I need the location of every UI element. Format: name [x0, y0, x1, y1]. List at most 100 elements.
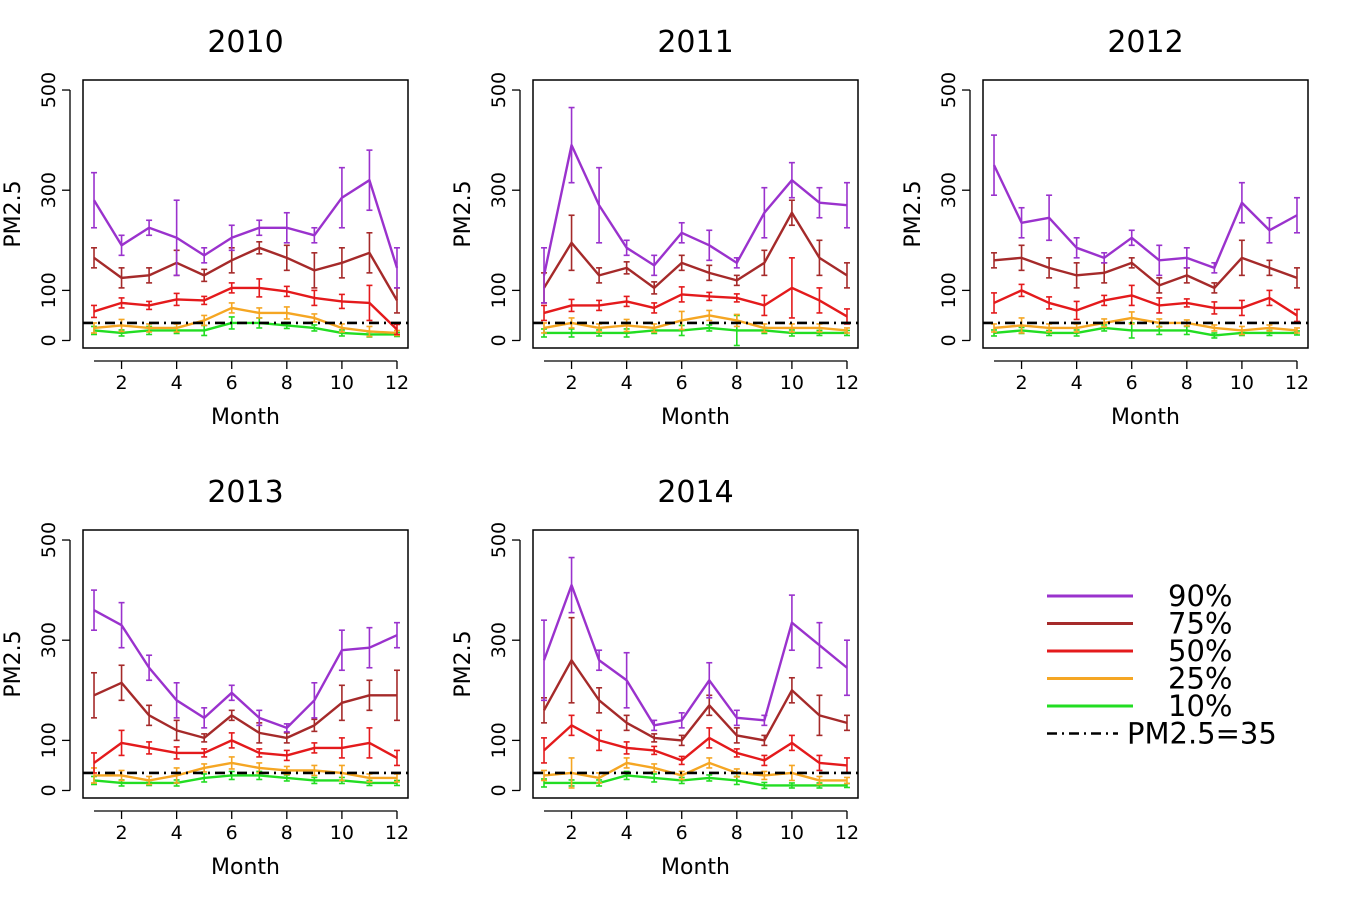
series-line [993, 256, 1298, 290]
legend-label: PM2.5=35 [1127, 717, 1277, 751]
legend-item: 10% [1047, 689, 1232, 723]
series-90% [541, 106, 850, 304]
series-line [93, 739, 398, 764]
x-tick-label: 10 [780, 372, 804, 394]
y-tick-label: 500 [488, 522, 510, 558]
series-line [993, 316, 1298, 332]
legend-label: 50% [1168, 634, 1232, 668]
series-90% [91, 149, 400, 289]
plot-frame [82, 79, 409, 349]
x-tick-label: 12 [1285, 372, 1309, 394]
y-tick-label: 300 [38, 622, 60, 658]
x-tick-label: 4 [171, 822, 183, 844]
y-axis-label: PM2.5 [451, 180, 476, 247]
series-75% [991, 239, 1300, 294]
x-tick-label: 10 [330, 372, 354, 394]
panel-title: 2014 [657, 475, 733, 510]
x-axis-label: Month [211, 855, 280, 880]
series-line [92, 178, 399, 269]
y-axis-label: PM2.5 [1, 630, 26, 697]
y-tick-label: 100 [38, 272, 60, 308]
panel-title: 2013 [207, 475, 283, 510]
legend-item: 90% [1047, 579, 1232, 613]
series-75% [541, 199, 850, 304]
series-line [543, 761, 847, 782]
x-tick-label: 6 [676, 822, 688, 844]
series-50% [91, 727, 400, 774]
x-tick-label: 2 [116, 372, 128, 394]
panel-title: 2011 [657, 25, 733, 60]
series-line [544, 774, 847, 787]
series-90% [541, 556, 850, 732]
series-line [993, 326, 1297, 337]
panel-2014: 2014 2 4 6 8 10 12 Month 0 100 300 500 PM2.5 [451, 475, 859, 880]
series-25% [91, 756, 400, 786]
y-tick-label: 300 [38, 172, 60, 208]
y-tick-label: 0 [38, 334, 60, 346]
x-tick-label: 8 [281, 822, 293, 844]
y-tick-label: 500 [38, 72, 60, 108]
x-tick-label: 8 [731, 372, 743, 394]
y-tick-label: 100 [938, 272, 960, 308]
series-line [93, 609, 398, 730]
y-tick-label: 300 [488, 622, 510, 658]
series-90% [991, 134, 1300, 277]
x-tick-label: 8 [731, 822, 743, 844]
legend-label: 75% [1168, 607, 1232, 641]
y-tick-label: 500 [938, 72, 960, 108]
x-tick-label: 6 [676, 372, 688, 394]
series-line [544, 326, 847, 335]
y-tick-label: 300 [488, 172, 510, 208]
series-line [93, 681, 397, 740]
series-line [543, 286, 848, 318]
legend-item: 25% [1047, 662, 1232, 696]
legend-item: 50% [1047, 634, 1232, 668]
x-tick-label: 4 [621, 822, 633, 844]
series-90% [91, 589, 400, 733]
panel-2011: 2011 2 4 6 8 10 12 Month 0 100 300 500 PM2.5 [451, 25, 859, 430]
y-axis-label: PM2.5 [901, 180, 926, 247]
y-tick-label: 0 [488, 334, 510, 346]
series-line [542, 583, 848, 727]
x-tick-label: 2 [1016, 372, 1028, 394]
x-tick-label: 6 [1126, 372, 1138, 394]
panel-title: 2010 [207, 25, 283, 60]
x-tick-label: 8 [1181, 372, 1193, 394]
x-tick-label: 12 [385, 822, 409, 844]
x-tick-label: 6 [226, 372, 238, 394]
series-line [992, 164, 1298, 270]
y-axis-label: PM2.5 [451, 630, 476, 697]
y-tick-label: 0 [38, 784, 60, 796]
series-line [93, 246, 399, 302]
y-tick-label: 0 [488, 784, 510, 796]
series-50% [991, 283, 1300, 323]
plot-frame [532, 79, 859, 349]
legend-label: 25% [1168, 662, 1232, 696]
y-axis-label: PM2.5 [1, 180, 26, 247]
x-tick-label: 2 [566, 822, 578, 844]
x-axis-label: Month [661, 405, 730, 430]
series-line [542, 143, 848, 276]
y-tick-label: 100 [488, 722, 510, 758]
x-axis-label: Month [1111, 405, 1180, 430]
x-tick-label: 6 [226, 822, 238, 844]
series-75% [91, 664, 400, 744]
series-50% [541, 257, 850, 325]
plot-frame [532, 529, 859, 799]
x-tick-label: 10 [1230, 372, 1254, 394]
y-tick-label: 100 [38, 722, 60, 758]
series-50% [91, 278, 400, 336]
series-line [542, 211, 848, 290]
legend-item: 75% [1047, 607, 1232, 641]
y-tick-label: 300 [938, 172, 960, 208]
panel-2013: 2013 2 4 6 8 10 12 Month 0 100 300 500 PM2.5 [1, 475, 409, 880]
series-line [993, 289, 1298, 317]
legend: 90%75%50%25%10%PM2.5=35 [1047, 579, 1277, 751]
series-line [94, 761, 397, 782]
series-line [543, 724, 848, 767]
y-tick-label: 500 [38, 522, 60, 558]
plot-frame [982, 79, 1309, 349]
x-tick-label: 12 [835, 372, 859, 394]
x-tick-label: 10 [780, 822, 804, 844]
